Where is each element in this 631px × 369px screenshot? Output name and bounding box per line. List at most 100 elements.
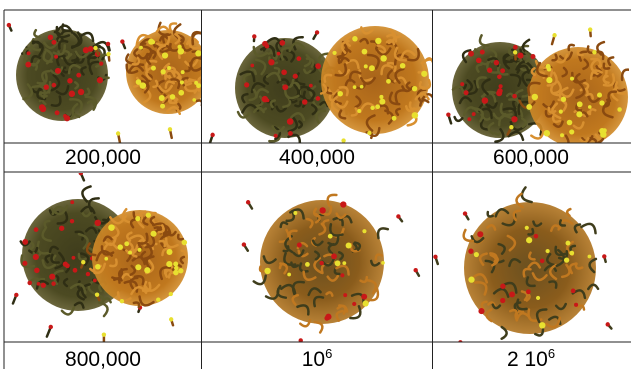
chain-end (287, 273, 291, 277)
chain-end (210, 133, 214, 137)
strand (34, 30, 39, 37)
chain-end (606, 322, 610, 326)
chain-end (135, 264, 141, 270)
chain-end (364, 64, 368, 68)
chain-end (588, 255, 592, 259)
chain-end (357, 109, 361, 113)
chain-end (288, 131, 293, 136)
chain-end (570, 77, 574, 81)
chain-end (567, 120, 573, 126)
free-strand (81, 4, 83, 9)
chain-end (370, 106, 374, 110)
chain-end (602, 128, 607, 133)
chain-end (577, 101, 583, 107)
chain-end (513, 50, 517, 54)
chain-end (242, 242, 246, 246)
chain-end (34, 227, 39, 232)
strand (587, 143, 592, 151)
chain-end (108, 224, 115, 231)
chain-end (203, 51, 208, 56)
chain-end (52, 83, 57, 88)
chain-end (268, 59, 274, 65)
chain-end (277, 52, 281, 56)
chain-end (602, 254, 606, 258)
chain-end (195, 50, 201, 56)
chain-end (472, 112, 476, 116)
chain-end (532, 94, 538, 100)
chain-end (161, 69, 166, 74)
chain-end (571, 289, 576, 294)
chain-end (27, 281, 32, 286)
chain-end (177, 48, 184, 55)
chain-end (500, 298, 505, 303)
chain-end (539, 322, 545, 328)
chain-end (81, 260, 85, 264)
chain-end (341, 138, 345, 142)
chain-end (478, 308, 484, 314)
chain-end (51, 40, 56, 45)
chain-end (281, 69, 287, 75)
chain-end (73, 268, 78, 273)
free-strand (394, 145, 395, 154)
chain-end (67, 78, 72, 83)
chain-end (526, 104, 532, 110)
figure: 200,000 400,000 600,000 800,000 106 2 10… (0, 0, 631, 369)
chain-end (166, 261, 172, 267)
chain-end (433, 255, 437, 259)
chain-end (252, 34, 256, 38)
chain-end (192, 98, 196, 102)
chain-end (93, 279, 97, 283)
chain-end (476, 58, 482, 64)
chain-end (95, 264, 101, 270)
chain-end (463, 211, 467, 215)
chain-end (151, 231, 157, 237)
chain-end (362, 229, 366, 233)
chain-end (22, 261, 27, 266)
chain-end (178, 268, 183, 273)
chain-end (559, 110, 563, 114)
chain-end (597, 93, 602, 98)
chain-end (315, 63, 321, 69)
strand (567, 209, 570, 216)
chain-end (95, 220, 102, 227)
chain-end (134, 1, 138, 5)
chain-end (392, 150, 396, 154)
chain-end (54, 55, 58, 59)
chain-end (337, 91, 343, 97)
chain-end (512, 94, 517, 99)
chain-end (40, 106, 46, 112)
chain-end (246, 200, 250, 204)
chain-end (37, 282, 41, 286)
chain-end (194, 81, 198, 85)
chain-end (379, 95, 383, 99)
chain-end (480, 167, 484, 171)
chain-end (335, 260, 341, 266)
chain-end (250, 64, 254, 68)
chain-end (95, 292, 99, 296)
chain-end (487, 152, 491, 156)
chain-end (342, 261, 346, 265)
chain-end (513, 45, 518, 50)
caption-superscript: 6 (548, 346, 555, 361)
chain-end (497, 74, 502, 79)
chain-end (396, 214, 400, 218)
chain-end (293, 211, 297, 215)
chain-end (177, 45, 181, 49)
chain-end (49, 274, 55, 280)
chain-end (174, 266, 178, 270)
chain-end (511, 116, 517, 122)
simulation-images (7, 0, 631, 352)
chain-end (560, 133, 564, 137)
chain-end (167, 249, 173, 255)
free-strand (483, 169, 485, 178)
chain-end (83, 47, 89, 53)
chain-end (146, 212, 151, 217)
chain-end (540, 259, 545, 264)
chain-end (468, 277, 474, 283)
chain-end (25, 62, 31, 68)
chain-end (468, 249, 473, 254)
chain-end (468, 51, 474, 57)
strand (82, 186, 90, 201)
caption: 106 (302, 346, 333, 369)
free-strand (133, 3, 136, 9)
